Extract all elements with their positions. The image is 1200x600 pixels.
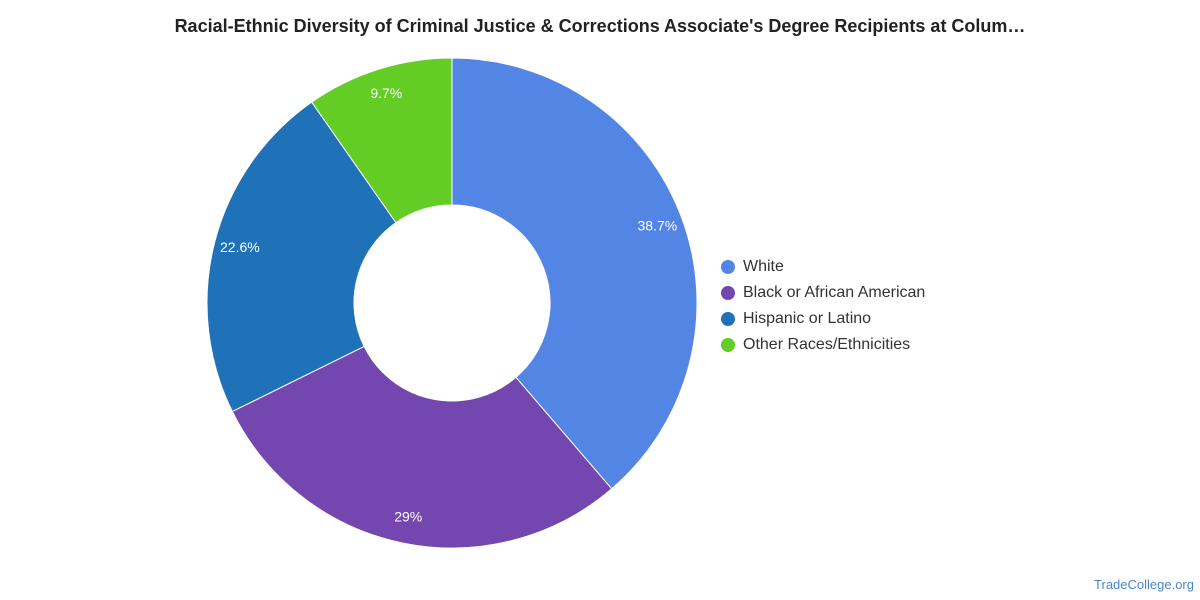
legend: White Black or African American Hispanic o… bbox=[721, 254, 925, 358]
slice-label-white: 38.7% bbox=[637, 218, 677, 234]
legend-swatch bbox=[721, 260, 735, 274]
source-credit[interactable]: TradeCollege.org bbox=[1094, 577, 1194, 592]
legend-label: Black or African American bbox=[743, 284, 926, 301]
legend-item-hispanic-or-latino[interactable]: Hispanic or Latino bbox=[721, 306, 925, 332]
legend-item-white[interactable]: White bbox=[721, 254, 925, 280]
legend-swatch bbox=[721, 312, 735, 326]
legend-swatch bbox=[721, 338, 735, 352]
slice-labels-group: 38.7% 29% 22.6% 9.7% bbox=[220, 85, 677, 524]
chart-title: Racial-Ethnic Diversity of Criminal Just… bbox=[174, 16, 1026, 36]
legend-item-black-or-african-american[interactable]: Black or African American bbox=[721, 280, 925, 306]
slice-label-hispanic-or-latino: 22.6% bbox=[220, 239, 260, 255]
slice-label-black-or-african-american: 29% bbox=[394, 508, 422, 524]
slice-black-or-african-american[interactable] bbox=[231, 345, 613, 549]
legend-swatch bbox=[721, 286, 735, 300]
legend-label: White bbox=[743, 258, 784, 275]
slices-group bbox=[206, 57, 698, 549]
legend-label: Other Races/Ethnicities bbox=[743, 336, 911, 353]
slice-other-races-ethnicities[interactable] bbox=[311, 57, 453, 224]
slice-hispanic-or-latino[interactable] bbox=[206, 101, 397, 413]
legend-label: Hispanic or Latino bbox=[743, 310, 872, 327]
slice-white[interactable] bbox=[451, 57, 698, 490]
legend-item-other-races-ethnicities[interactable]: Other Races/Ethnicities bbox=[721, 332, 925, 358]
slice-label-other-races-ethnicities: 9.7% bbox=[370, 85, 402, 101]
